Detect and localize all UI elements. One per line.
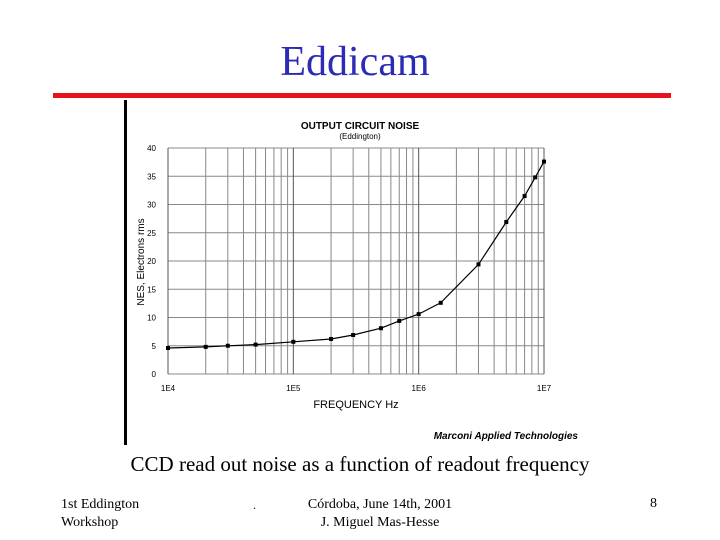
x-tick-label: 1E7 <box>537 384 552 393</box>
footer-author: J. Miguel Mas-Hesse <box>320 515 440 530</box>
y-tick-label: 30 <box>147 201 156 210</box>
footer-event: 1st Eddington Workshop <box>61 496 139 532</box>
x-tick-label: 1E6 <box>412 384 427 393</box>
title-divider <box>53 93 671 98</box>
data-point <box>378 326 383 331</box>
noise-series-line <box>167 161 545 349</box>
y-tick-label: 35 <box>147 172 156 181</box>
chart-left-edge <box>124 100 127 445</box>
series-layer <box>166 159 546 351</box>
chart-subtitle: (Eddington) <box>339 132 381 141</box>
data-point <box>253 342 258 347</box>
footer-place-date: Córdoba, June 14th, 2001 <box>307 497 453 512</box>
data-point <box>542 159 546 164</box>
data-point <box>225 343 230 348</box>
data-point <box>416 312 421 317</box>
page-number: 8 <box>650 496 657 511</box>
data-point <box>533 175 538 180</box>
axis-layer: 0 5 10 15 20 25 30 35 40 1E4 1E5 1E6 1E7 <box>147 144 552 393</box>
data-point <box>291 339 296 344</box>
footer-place-author: Córdoba, June 14th, 2001 J. Miguel Mas-H… <box>260 496 500 532</box>
x-tick-label: 1E5 <box>286 384 301 393</box>
x-tick-label: 1E4 <box>161 384 176 393</box>
noise-chart: 0 5 10 15 20 25 30 35 40 1E4 1E5 1E6 1E7 OUTPUT CIRC… <box>124 100 588 445</box>
data-point <box>522 194 527 199</box>
chart-svg: 0 5 10 15 20 25 30 35 40 1E4 1E5 1E6 1E7 OUTPUT CIRC… <box>124 100 579 445</box>
slide-title: Eddicam <box>280 39 430 85</box>
footer-dot: . <box>253 498 256 512</box>
data-point <box>351 333 356 338</box>
chart-title: OUTPUT CIRCUIT NOISE <box>301 121 420 132</box>
data-point <box>504 220 509 225</box>
data-point <box>203 344 208 349</box>
data-point <box>397 318 402 323</box>
data-point <box>438 300 443 305</box>
chart-credit: Marconi Applied Technologies <box>434 431 579 442</box>
chart-caption: CCD read out noise as a function of read… <box>130 452 590 476</box>
y-tick-label: 0 <box>152 370 157 379</box>
y-tick-label: 5 <box>152 342 157 351</box>
footer-event-line1: 1st Eddington <box>61 497 140 512</box>
data-point <box>166 346 170 351</box>
data-point <box>329 336 334 341</box>
footer-event-line2: Workshop <box>61 515 119 530</box>
y-tick-label: 10 <box>147 314 156 323</box>
x-axis-label: FREQUENCY Hz <box>313 399 398 411</box>
grid-layer <box>167 147 545 375</box>
y-axis-label: NES, Electrons rms <box>136 218 147 305</box>
y-tick-label: 15 <box>147 285 156 294</box>
y-tick-label: 40 <box>147 144 156 153</box>
y-tick-label: 25 <box>147 229 156 238</box>
y-tick-label: 20 <box>147 257 156 266</box>
data-point <box>476 262 481 267</box>
